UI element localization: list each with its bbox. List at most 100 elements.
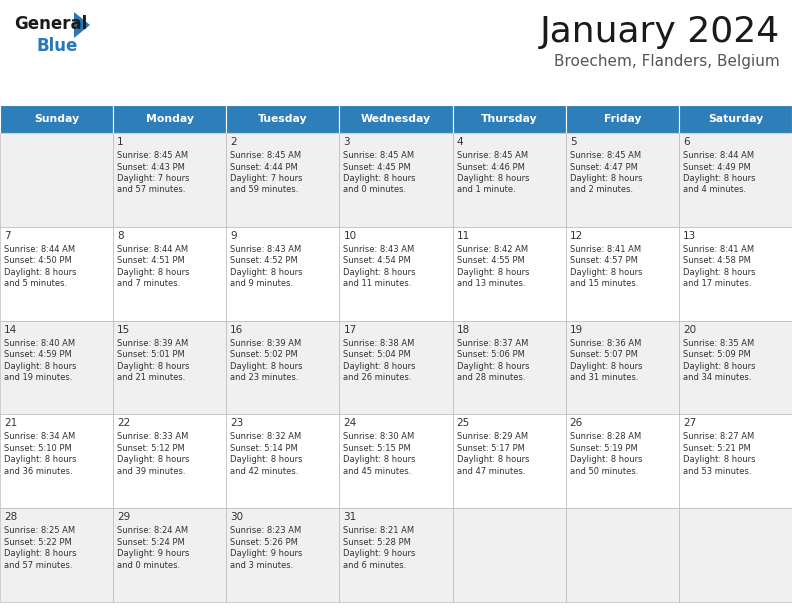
Text: Daylight: 8 hours: Daylight: 8 hours xyxy=(683,174,756,183)
Text: Daylight: 8 hours: Daylight: 8 hours xyxy=(230,268,303,277)
Text: Sunrise: 8:44 AM: Sunrise: 8:44 AM xyxy=(117,245,188,254)
Text: 28: 28 xyxy=(4,512,17,522)
Text: Daylight: 8 hours: Daylight: 8 hours xyxy=(344,455,416,465)
Text: Daylight: 8 hours: Daylight: 8 hours xyxy=(344,174,416,183)
Bar xyxy=(113,321,227,414)
Text: Sunrise: 8:39 AM: Sunrise: 8:39 AM xyxy=(230,338,302,348)
Text: and 36 minutes.: and 36 minutes. xyxy=(4,467,73,476)
Text: Sunset: 5:26 PM: Sunset: 5:26 PM xyxy=(230,538,298,547)
Text: 27: 27 xyxy=(683,419,696,428)
Text: Daylight: 9 hours: Daylight: 9 hours xyxy=(117,549,189,558)
Text: 31: 31 xyxy=(344,512,356,522)
Text: Daylight: 8 hours: Daylight: 8 hours xyxy=(4,268,77,277)
Text: Sunrise: 8:44 AM: Sunrise: 8:44 AM xyxy=(683,151,754,160)
Text: Sunrise: 8:24 AM: Sunrise: 8:24 AM xyxy=(117,526,188,536)
Text: Sunset: 5:17 PM: Sunset: 5:17 PM xyxy=(456,444,524,453)
Text: Sunrise: 8:45 AM: Sunrise: 8:45 AM xyxy=(117,151,188,160)
Text: Daylight: 8 hours: Daylight: 8 hours xyxy=(683,268,756,277)
Text: Sunrise: 8:41 AM: Sunrise: 8:41 AM xyxy=(569,245,641,254)
Bar xyxy=(113,508,227,602)
Text: 14: 14 xyxy=(4,324,17,335)
Bar xyxy=(452,105,565,133)
Text: and 3 minutes.: and 3 minutes. xyxy=(230,561,294,570)
Text: Daylight: 8 hours: Daylight: 8 hours xyxy=(117,455,189,465)
Text: Daylight: 8 hours: Daylight: 8 hours xyxy=(683,455,756,465)
Text: Daylight: 8 hours: Daylight: 8 hours xyxy=(344,362,416,371)
Text: and 47 minutes.: and 47 minutes. xyxy=(456,467,525,476)
Text: and 0 minutes.: and 0 minutes. xyxy=(117,561,181,570)
Text: Sunrise: 8:21 AM: Sunrise: 8:21 AM xyxy=(344,526,414,536)
Bar xyxy=(452,414,565,508)
Text: Sunrise: 8:35 AM: Sunrise: 8:35 AM xyxy=(683,338,754,348)
Text: Daylight: 8 hours: Daylight: 8 hours xyxy=(230,362,303,371)
Text: 29: 29 xyxy=(117,512,131,522)
Text: Sunrise: 8:23 AM: Sunrise: 8:23 AM xyxy=(230,526,302,536)
Text: Sunset: 5:19 PM: Sunset: 5:19 PM xyxy=(569,444,638,453)
Text: Daylight: 8 hours: Daylight: 8 hours xyxy=(4,455,77,465)
Text: Sunrise: 8:34 AM: Sunrise: 8:34 AM xyxy=(4,433,75,441)
Text: and 23 minutes.: and 23 minutes. xyxy=(230,373,299,382)
Bar xyxy=(340,508,452,602)
Bar xyxy=(113,105,227,133)
Text: 7: 7 xyxy=(4,231,10,241)
Text: Sunset: 5:28 PM: Sunset: 5:28 PM xyxy=(344,538,411,547)
Text: and 9 minutes.: and 9 minutes. xyxy=(230,279,293,288)
Text: Sunset: 5:09 PM: Sunset: 5:09 PM xyxy=(683,350,751,359)
Text: 16: 16 xyxy=(230,324,243,335)
Text: Sunrise: 8:30 AM: Sunrise: 8:30 AM xyxy=(344,433,415,441)
Text: 11: 11 xyxy=(456,231,470,241)
Text: and 57 minutes.: and 57 minutes. xyxy=(4,561,73,570)
Text: 9: 9 xyxy=(230,231,237,241)
Text: Sunrise: 8:43 AM: Sunrise: 8:43 AM xyxy=(344,245,415,254)
Bar xyxy=(679,133,792,227)
Text: Sunset: 4:51 PM: Sunset: 4:51 PM xyxy=(117,256,185,265)
Bar xyxy=(227,105,340,133)
Text: Sunset: 4:50 PM: Sunset: 4:50 PM xyxy=(4,256,72,265)
Bar xyxy=(565,321,679,414)
Bar xyxy=(452,227,565,321)
Text: and 5 minutes.: and 5 minutes. xyxy=(4,279,67,288)
Text: and 59 minutes.: and 59 minutes. xyxy=(230,185,299,195)
Bar xyxy=(227,321,340,414)
Bar xyxy=(0,414,113,508)
Bar xyxy=(340,227,452,321)
Text: Daylight: 8 hours: Daylight: 8 hours xyxy=(456,174,529,183)
Bar xyxy=(565,105,679,133)
Text: Daylight: 8 hours: Daylight: 8 hours xyxy=(456,455,529,465)
Text: January 2024: January 2024 xyxy=(540,15,780,49)
Text: and 15 minutes.: and 15 minutes. xyxy=(569,279,638,288)
Text: Thursday: Thursday xyxy=(481,114,538,124)
Text: Sunrise: 8:38 AM: Sunrise: 8:38 AM xyxy=(344,338,415,348)
Text: Daylight: 8 hours: Daylight: 8 hours xyxy=(4,362,77,371)
Text: Sunrise: 8:41 AM: Sunrise: 8:41 AM xyxy=(683,245,754,254)
Text: General: General xyxy=(14,15,87,33)
Text: 1: 1 xyxy=(117,137,124,147)
Text: Sunset: 4:49 PM: Sunset: 4:49 PM xyxy=(683,163,751,171)
Text: and 31 minutes.: and 31 minutes. xyxy=(569,373,638,382)
Bar xyxy=(679,227,792,321)
Text: Sunrise: 8:43 AM: Sunrise: 8:43 AM xyxy=(230,245,302,254)
Bar xyxy=(565,414,679,508)
Text: Daylight: 7 hours: Daylight: 7 hours xyxy=(230,174,303,183)
Text: Sunset: 5:22 PM: Sunset: 5:22 PM xyxy=(4,538,72,547)
Bar xyxy=(227,133,340,227)
Text: Daylight: 8 hours: Daylight: 8 hours xyxy=(230,455,303,465)
Text: Daylight: 7 hours: Daylight: 7 hours xyxy=(117,174,189,183)
Text: 23: 23 xyxy=(230,419,243,428)
Text: Sunset: 4:57 PM: Sunset: 4:57 PM xyxy=(569,256,638,265)
Text: 10: 10 xyxy=(344,231,356,241)
Bar xyxy=(340,321,452,414)
Text: Sunrise: 8:42 AM: Sunrise: 8:42 AM xyxy=(456,245,527,254)
Text: Monday: Monday xyxy=(146,114,194,124)
Text: Sunrise: 8:33 AM: Sunrise: 8:33 AM xyxy=(117,433,188,441)
Text: Sunset: 4:47 PM: Sunset: 4:47 PM xyxy=(569,163,638,171)
Text: 19: 19 xyxy=(569,324,583,335)
Text: and 26 minutes.: and 26 minutes. xyxy=(344,373,412,382)
Text: Daylight: 8 hours: Daylight: 8 hours xyxy=(456,362,529,371)
Bar xyxy=(227,227,340,321)
Text: 26: 26 xyxy=(569,419,583,428)
Text: Daylight: 8 hours: Daylight: 8 hours xyxy=(117,268,189,277)
Text: and 19 minutes.: and 19 minutes. xyxy=(4,373,72,382)
Bar xyxy=(0,105,113,133)
Text: Sunset: 5:24 PM: Sunset: 5:24 PM xyxy=(117,538,185,547)
